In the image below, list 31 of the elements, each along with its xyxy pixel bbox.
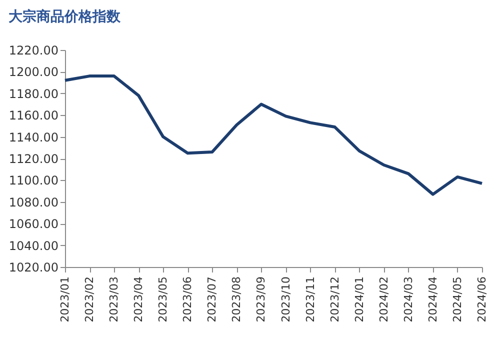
y-tick-label: 1020.00 xyxy=(8,260,58,274)
line-series xyxy=(64,74,484,196)
y-tick-label: 1100.00 xyxy=(8,174,58,188)
x-tick-label: 2023/05 xyxy=(156,276,170,322)
x-tick-label: 2023/07 xyxy=(206,276,219,322)
x-tick-label: 2024/01 xyxy=(352,276,366,322)
x-tick-label: 2023/10 xyxy=(279,276,292,322)
x-tick-label: 2023/02 xyxy=(83,276,96,322)
y-tick-label: 1180.00 xyxy=(8,86,58,101)
x-tick-label: 2023/08 xyxy=(230,276,244,322)
y-tick-label: 1080.00 xyxy=(8,195,58,210)
x-tick-label: 2023/11 xyxy=(304,276,317,322)
y-tick-label: 1040.00 xyxy=(8,238,58,253)
y-tick-label: 1060.00 xyxy=(8,217,58,232)
x-tick-label: 2024/05 xyxy=(450,276,464,322)
y-tick-label: 1200.00 xyxy=(8,65,58,80)
x-tick-label: 2024/03 xyxy=(402,276,415,322)
x-tick-label: 2023/01 xyxy=(58,276,72,322)
y-tick-label: 1120.00 xyxy=(8,152,58,166)
x-tick-label: 2023/09 xyxy=(254,276,268,322)
y-tick-label: 1160.00 xyxy=(8,108,58,123)
chart-title: 大宗商品价格指数 xyxy=(8,8,122,25)
x-tick-label: 2023/03 xyxy=(108,276,121,322)
x-tick-label: 2023/12 xyxy=(328,276,342,322)
x-tick-label: 2024/04 xyxy=(426,276,440,322)
x-tick-label: 2023/04 xyxy=(132,276,146,322)
x-tick-label: 2023/06 xyxy=(181,276,194,322)
y-tick-label: 1140.00 xyxy=(8,130,58,144)
x-tick-label: 2024/02 xyxy=(377,276,390,322)
x-tick-label: 2024/06 xyxy=(476,276,488,322)
y-tick-label: 1220.00 xyxy=(8,44,58,58)
